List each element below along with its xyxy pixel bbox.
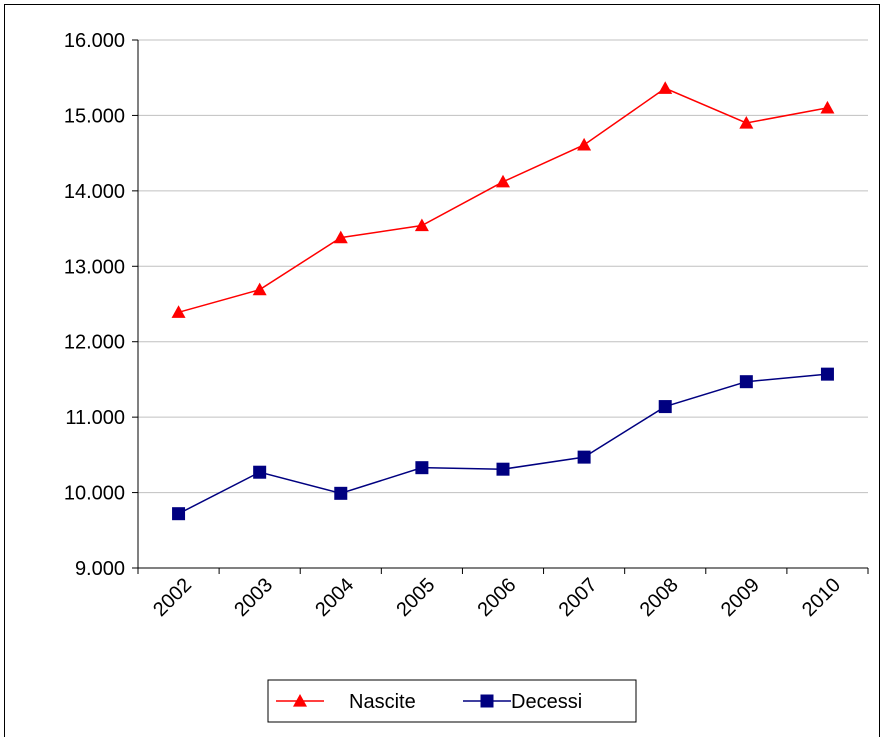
series-lines [178,87,828,515]
y-tick-label: 10.000 [64,483,125,505]
legend-nascite-label: Nascite [349,691,416,713]
decessi-marker [253,465,267,479]
legend-box [267,679,637,723]
nascite-marker [252,282,267,296]
gridlines [138,39,868,494]
legend-nascite-marker [293,694,307,707]
y-tick-label: 15.000 [64,105,125,127]
nascite-marker [333,230,348,244]
x-tick-label: 2004 [311,574,358,621]
y-tick-label: 16.000 [64,30,125,52]
y-tick-labels: 9.000 10.000 11.000 12.000 13.000 14.000 15.00… [64,30,125,580]
decessi-marker [577,450,591,464]
x-tick-label: 2008 [636,574,683,621]
x-tick-label: 2005 [392,574,439,621]
legend: Nascite Decessi [267,679,637,723]
nascite-line [178,87,828,314]
decessi-marker [415,461,429,475]
nascite-marker [414,218,429,232]
nascite-marker [739,115,754,129]
y-tick-label: 14.000 [64,181,125,203]
series-markers [171,81,835,521]
y-tick-label: 9.000 [75,558,125,580]
x-tick-label: 2003 [230,574,277,621]
decessi-marker [334,486,348,500]
nascite-marker [496,174,510,188]
chart-frame [4,4,880,737]
y-tick-label: 13.000 [64,256,125,278]
nascite-marker [820,100,835,114]
y-tick-label: 11.000 [65,407,125,429]
x-tick-labels: 2002 2003 2004 2005 2006 2007 2008 2009 2010 [149,574,845,621]
decessi-marker [172,507,186,521]
legend-decessi-label: Decessi [511,691,582,713]
decessi-marker [739,375,753,389]
legend-decessi-marker [480,694,494,708]
decessi-marker [658,400,672,414]
decessi-marker [496,462,510,476]
nascite-marker [577,137,592,151]
x-tick-label: 2007 [555,574,602,621]
x-tick-label: 2006 [474,574,521,621]
axes [132,39,869,574]
x-tick-label: 2002 [149,574,196,621]
x-tick-label: 2010 [798,574,845,621]
nascite-marker [171,305,186,318]
x-tick-label: 2009 [717,574,764,621]
nascite-marker [658,81,673,94]
y-tick-label: 12.000 [64,332,125,354]
decessi-marker [820,367,834,381]
